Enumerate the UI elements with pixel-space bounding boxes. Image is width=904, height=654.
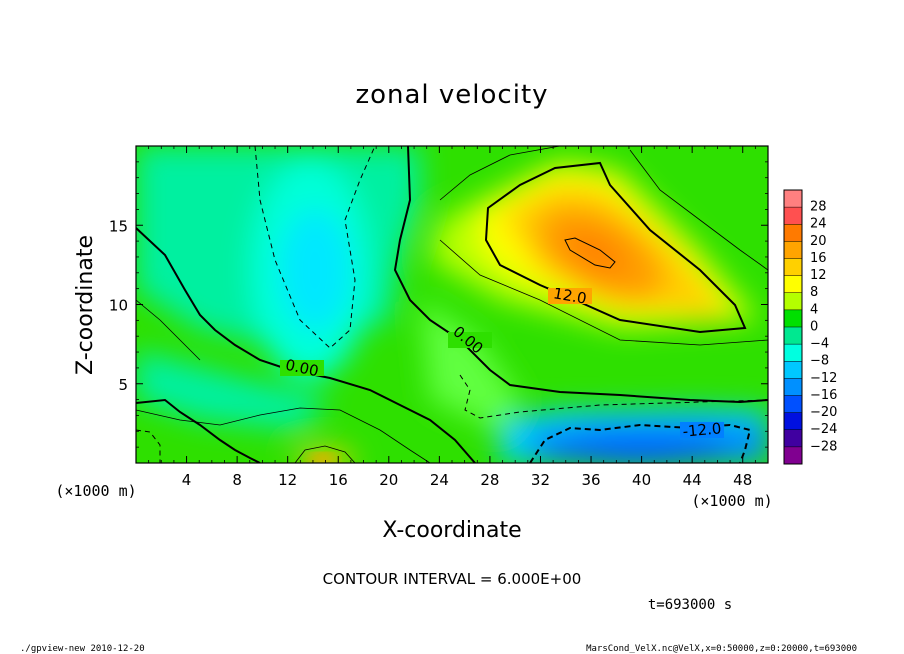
- colorbar-swatch: [784, 395, 802, 414]
- y-tick-label: 10: [109, 297, 128, 315]
- contour-6-bottom: [294, 445, 356, 463]
- colorbar-label: 24: [810, 217, 827, 232]
- colorbar: 28 24 20 16 12 8 4 0 −4 −8 −12 −16 −20 −24 −28: [783, 189, 837, 465]
- contour-label-12: 12.0: [552, 284, 588, 308]
- x-tick-label: 28: [480, 471, 499, 489]
- contour-neg6-left: [254, 146, 376, 349]
- colorbar-swatch: [784, 292, 802, 311]
- colorbar-label: −8: [810, 354, 829, 369]
- contour-6-upper: [439, 146, 768, 346]
- x-tick-label: 20: [379, 471, 398, 489]
- time-label: t=693000 s: [648, 597, 732, 613]
- contour-12: [484, 161, 747, 334]
- x-tick-label: 16: [329, 471, 348, 489]
- contour-zero-middle: [393, 146, 768, 404]
- x-tick-label: 12: [278, 471, 297, 489]
- contour-interval: CONTOUR INTERVAL = 6.000E+00: [323, 570, 582, 588]
- colorbar-label: −20: [810, 405, 837, 420]
- colorbar-label: 4: [810, 302, 818, 317]
- x-unit-label: (×1000 m): [55, 482, 136, 500]
- x-tick-label: 4: [182, 471, 192, 489]
- colorbar-swatch: [784, 429, 802, 448]
- colorbar-label: −16: [810, 388, 837, 403]
- x-axis: 4 8 12 16 20 24 28 32 36 40 44 48: [148, 146, 756, 489]
- colorbar-label: −24: [810, 422, 837, 437]
- chart-title: zonal velocity: [355, 80, 548, 110]
- x-tick-label: 24: [430, 471, 449, 489]
- colorbar-swatch: [784, 190, 802, 208]
- colorbar-label: 28: [810, 200, 827, 215]
- x-tick-label: 36: [581, 471, 600, 489]
- colorbar-label: 8: [810, 285, 818, 300]
- colorbar-swatch: [784, 446, 802, 465]
- colorbar-swatch: [784, 241, 802, 259]
- colorbar-label: 0: [810, 319, 818, 334]
- source-label: MarsCond_VelX.nc@VelX,x=0:50000,z=0:2000…: [586, 644, 857, 654]
- x-axis-title: X-coordinate: [382, 518, 521, 543]
- program-label: ./gpview-new 2010-12-20: [20, 644, 145, 654]
- y-tick-label: 5: [118, 376, 128, 394]
- colorbar-swatch: [784, 275, 802, 294]
- x-tick-label: 48: [733, 471, 752, 489]
- y-axis: 5 10 15: [109, 161, 768, 448]
- colorbar-swatch: [784, 309, 802, 328]
- colorbar-label: −4: [810, 337, 829, 352]
- y-axis-title: Z-coordinate: [73, 235, 98, 375]
- colorbar-label: 16: [810, 251, 827, 266]
- colorbar-label: 20: [810, 234, 827, 249]
- colorbar-swatch: [784, 361, 802, 379]
- x-tick-label: 44: [683, 471, 702, 489]
- contour-zero-upper: [136, 227, 476, 463]
- colorbar-label: 12: [810, 268, 827, 283]
- x-tick-label: 8: [232, 471, 242, 489]
- contour-6-left: [136, 299, 431, 463]
- colorbar-swatch: [784, 224, 802, 242]
- colorbar-swatch: [784, 258, 802, 277]
- contour-neg6-bl: [136, 429, 161, 463]
- colorbar-swatch: [784, 412, 802, 431]
- x-unit-label-right: (×1000 m): [691, 492, 772, 510]
- colorbar-swatch: [784, 378, 802, 396]
- contour-zero-lower: [136, 398, 261, 463]
- x-tick-label: 32: [531, 471, 550, 489]
- contour-neg12: [529, 423, 752, 463]
- x-tick-label: 40: [632, 471, 651, 489]
- colorbar-swatch: [784, 327, 802, 345]
- velocity-field: 12.0 0.00 0.00 -12.0: [136, 146, 768, 463]
- colorbar-swatch: [784, 344, 802, 362]
- contour-label-neg12: -12.0: [682, 419, 722, 440]
- colorbar-swatch: [784, 207, 802, 225]
- contour-18: [564, 237, 616, 269]
- contour-neg6-right: [459, 374, 768, 419]
- colorbar-label: −12: [810, 371, 837, 386]
- y-tick-label: 15: [109, 217, 128, 235]
- colorbar-label: −28: [810, 439, 837, 454]
